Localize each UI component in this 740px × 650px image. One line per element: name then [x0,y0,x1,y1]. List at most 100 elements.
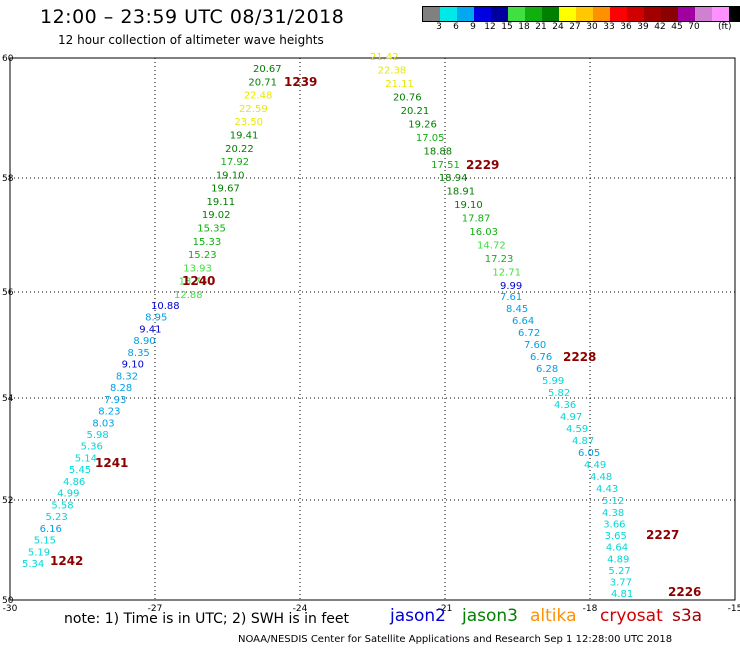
credit-line: NOAA/NESDIS Center for Satellite Applica… [238,634,673,645]
wave-height-value: 12.88 [174,290,203,301]
wave-height-value: 10.88 [151,301,180,312]
satellite-label: s3a [672,606,703,626]
wave-height-value: 8.28 [110,383,132,394]
legend-label: 45 [671,22,683,32]
pass-number-label: 2228 [563,350,596,364]
pass-number-label: 1239 [284,75,317,89]
legend-label: 12 [484,22,496,32]
satellite-label: altika [530,606,577,626]
wave-height-value: 6.28 [536,364,558,375]
y-tick-label: 50 [2,596,14,606]
pass-number-label: 1241 [95,456,128,470]
wave-height-value: 16.03 [469,227,498,238]
y-tick-label: 58 [2,174,14,184]
y-tick-label: 54 [2,394,14,404]
wave-height-value: 5.82 [548,388,570,399]
wave-height-value: 19.67 [211,184,240,195]
wave-height-value: 3.66 [603,520,625,531]
wave-height-value: 4.38 [602,508,624,519]
wave-height-value: 6.05 [578,448,600,459]
wave-height-value: 8.32 [116,371,138,382]
wave-height-value: 17.87 [462,214,491,225]
wave-height-value: 6.72 [518,328,540,339]
legend-swatch [610,7,627,21]
wave-height-value: 4.43 [596,484,618,495]
wave-height-value: 15.23 [188,250,217,261]
wave-height-value: 4.64 [606,543,628,554]
legend-swatch [644,7,661,21]
x-tick-label: -30 [3,604,18,614]
wave-height-value: 5.19 [28,547,50,558]
x-tick-label: -21 [438,604,453,614]
pass-number-label: 2227 [646,528,679,542]
wave-height-value: 22.38 [378,65,407,76]
legend-swatch [661,7,678,21]
wave-height-value: 8.90 [133,336,155,347]
wave-height-value: 9.41 [139,324,161,335]
wave-height-value: 7.60 [524,340,546,351]
wave-height-value: 19.11 [207,197,236,208]
y-tick-label: 56 [2,288,14,298]
legend-swatch [457,7,474,21]
wave-height-value: 18.91 [446,187,475,198]
pass-number-label: 2229 [466,158,499,172]
wave-height-value: 23.50 [234,117,263,128]
wave-height-value: 12.71 [492,268,521,279]
legend-label: 39 [637,22,649,32]
color-scale-unit: (ft) [718,22,732,32]
legend-label: 24 [552,22,564,32]
wave-height-value: 9.10 [122,360,144,371]
wave-height-value: 20.67 [253,64,282,75]
wave-height-value: 8.35 [128,348,150,359]
satellite-label: jason3 [462,606,518,626]
wave-height-value: 4.81 [611,589,633,600]
wave-height-value: 4.48 [590,472,612,483]
legend-swatch [440,7,457,21]
wave-height-value: 5.58 [51,500,73,511]
wave-height-value: 19.41 [230,130,259,141]
wave-height-value: 8.03 [92,418,114,429]
wave-height-value: 19.10 [216,170,245,181]
wave-height-value: 20.22 [225,144,254,155]
legend-label: 6 [453,22,459,32]
legend-swatch [729,7,740,21]
wave-height-value: 4.36 [554,400,576,411]
legend-swatch [627,7,644,21]
wave-height-value: 18.94 [439,173,468,184]
legend-swatch [678,7,695,21]
wave-height-value: 4.86 [63,477,85,488]
wave-height-value: 4.59 [566,424,588,435]
legend-label: 3 [436,22,442,32]
wave-height-value: 6.16 [40,524,62,535]
satellite-label: jason2 [390,606,446,626]
wave-height-value: 4.99 [57,489,79,500]
wave-height-value: 19.10 [454,200,483,211]
legend-label: 15 [501,22,513,32]
wave-height-value: 13.93 [183,263,212,274]
legend-label: 9 [470,22,476,32]
wave-height-value: 13.73 [179,277,208,288]
wave-height-value: 5.15 [34,536,56,547]
wave-height-value: 4.87 [572,436,594,447]
legend-swatch [474,7,491,21]
wave-height-value: 21.42 [370,52,399,63]
wave-height-value: 22.59 [239,104,268,115]
satellite-label: cryosat [600,606,663,626]
wave-height-value: 8.23 [98,407,120,418]
legend-swatch [542,7,559,21]
wave-height-value: 5.12 [602,496,624,507]
legend-swatch [508,7,525,21]
legend-swatch [576,7,593,21]
map-title: 12:00 – 23:59 UTC 08/31/2018 [40,6,345,28]
wave-height-value: 9.99 [500,281,522,292]
legend-swatch [559,7,576,21]
pass-number-label: 1242 [50,554,83,568]
legend-label: 30 [586,22,598,32]
map-frame [9,57,736,601]
wave-height-value: 20.71 [248,77,277,88]
wave-height-value: 6.76 [530,352,552,363]
wave-height-value: 5.98 [87,430,109,441]
map-subtitle: 12 hour collection of altimeter wave hei… [58,33,324,47]
wave-height-value: 5.14 [75,453,97,464]
